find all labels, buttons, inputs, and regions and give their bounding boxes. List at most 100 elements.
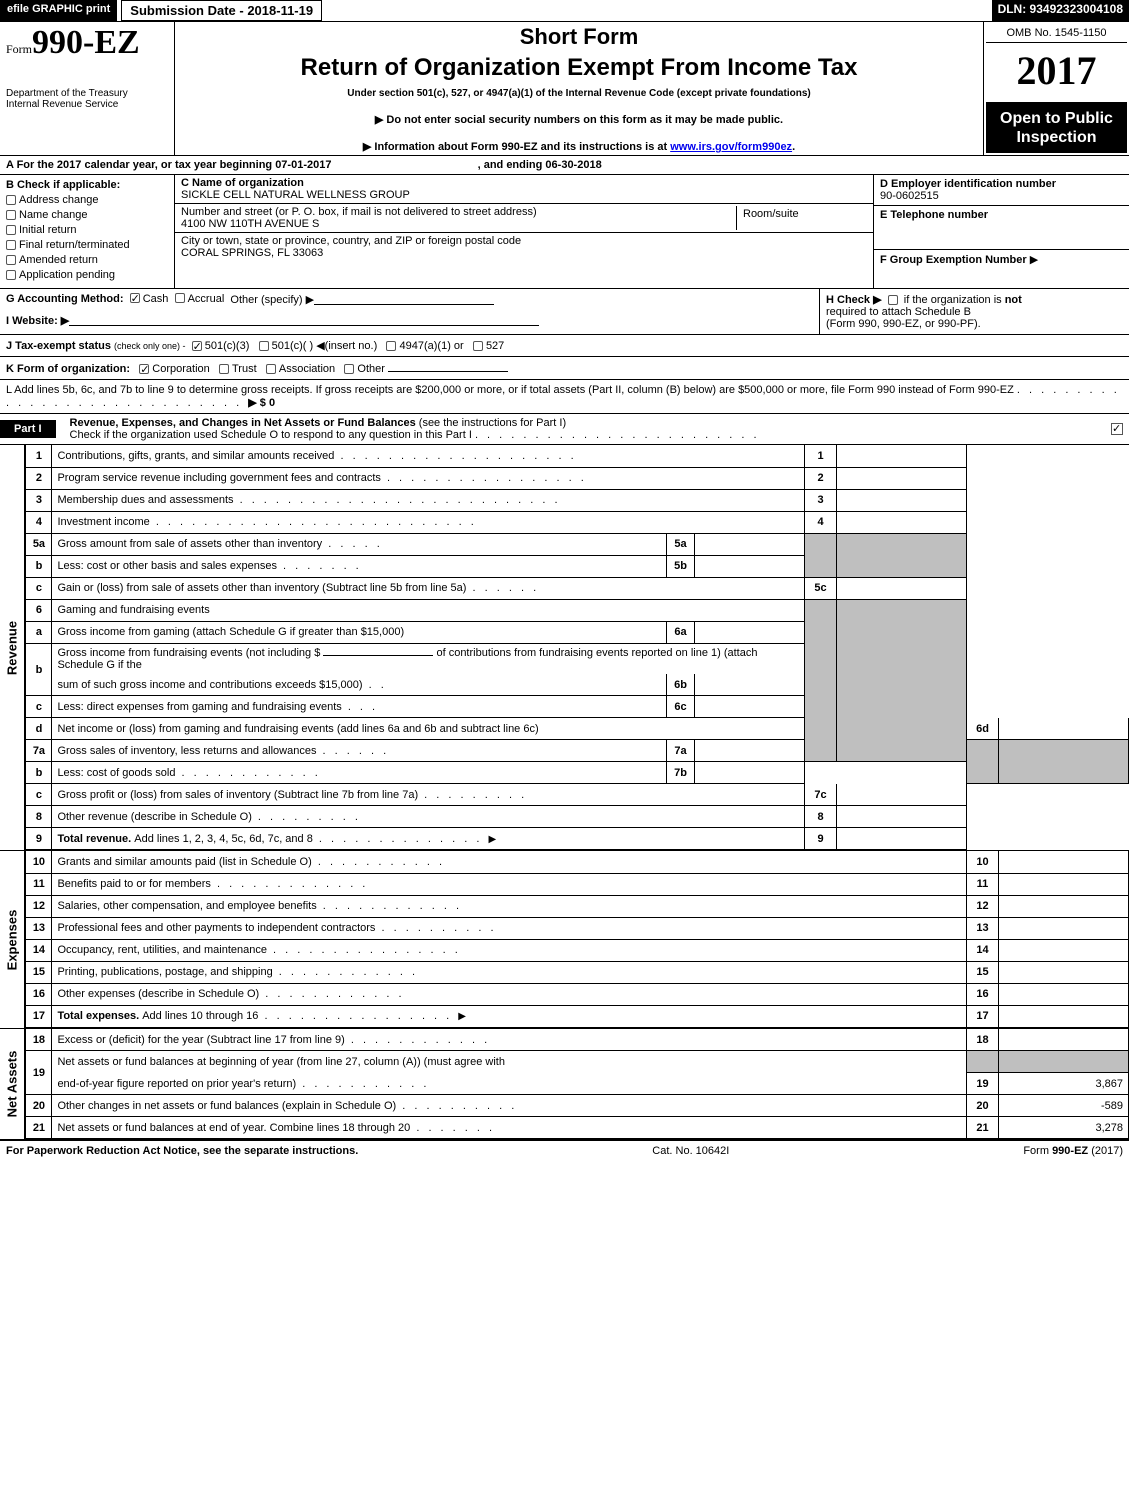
d-label: D Employer identification number [880, 178, 1056, 190]
r18-v [999, 1029, 1129, 1051]
r4-nc: 4 [805, 511, 837, 533]
revenue-table: 1 Contributions, gifts, grants, and simi… [25, 445, 1129, 850]
checkbox-schedule-b[interactable] [888, 295, 898, 305]
ck-application-pending: Application pending [19, 269, 115, 281]
r5-gray-v [837, 533, 967, 577]
r9-v [837, 828, 967, 850]
radio-other-org[interactable] [344, 364, 354, 374]
r6c-mid: 6c [667, 696, 695, 718]
r20-n: 20 [26, 1095, 52, 1117]
r11-nc: 11 [967, 873, 999, 895]
radio-501c3[interactable] [192, 341, 202, 351]
r6a-n: a [26, 621, 52, 643]
r5a-t: Gross amount from sale of assets other t… [57, 538, 322, 550]
r16-t: Other expenses (describe in Schedule O) [57, 988, 259, 1000]
l-amount: ▶ $ 0 [248, 397, 275, 409]
row-19b: end-of-year figure reported on prior yea… [26, 1073, 1129, 1095]
ein-value: 90-0602515 [880, 190, 1123, 202]
radio-501c[interactable] [259, 341, 269, 351]
submission-date: Submission Date - 2018-11-19 [121, 0, 322, 21]
radio-accrual[interactable] [175, 293, 185, 303]
radio-4947[interactable] [386, 341, 396, 351]
r6a-mv [695, 621, 805, 643]
r3-t: Membership dues and assessments [57, 494, 233, 506]
footer-right: Form 990-EZ (2017) [1023, 1145, 1123, 1157]
irs-link[interactable]: www.irs.gov/form990ez [670, 141, 792, 153]
radio-corporation[interactable] [139, 364, 149, 374]
form-number: 990-EZ [32, 24, 140, 61]
info-pre: ▶ Information about Form 990-EZ and its … [363, 141, 670, 153]
r3-n: 3 [26, 489, 52, 511]
checkbox-amended-return[interactable] [6, 255, 16, 265]
checkbox-application-pending[interactable] [6, 270, 16, 280]
addr-value: 4100 NW 110TH AVENUE S [181, 218, 736, 230]
part1-tag: Part I [0, 420, 56, 438]
box-b: B Check if applicable: Address change Na… [0, 175, 175, 289]
checkbox-schedule-o[interactable] [1111, 423, 1123, 435]
row-2: 2 Program service revenue including gove… [26, 467, 1129, 489]
r3-v [837, 489, 967, 511]
footer-right-b: 990-EZ [1052, 1145, 1088, 1157]
r7b-n: b [26, 762, 52, 784]
r12-t: Salaries, other compensation, and employ… [57, 900, 316, 912]
efile-print-button[interactable]: efile GRAPHIC print [0, 0, 117, 21]
r9-n: 9 [26, 828, 52, 850]
r21-v: 3,278 [999, 1117, 1129, 1139]
part1-title: Revenue, Expenses, and Changes in Net As… [70, 417, 416, 429]
r5-gray-nc [805, 533, 837, 577]
r17-v [999, 1005, 1129, 1027]
title-cell: Short Form Return of Organization Exempt… [175, 22, 984, 155]
g-accrual: Accrual [188, 293, 225, 306]
row-10: 10Grants and similar amounts paid (list … [26, 851, 1129, 873]
r5c-nc: 5c [805, 577, 837, 599]
row-8: 8 Other revenue (describe in Schedule O)… [26, 806, 1129, 828]
radio-association[interactable] [266, 364, 276, 374]
j-o1: 501(c)(3) [205, 340, 250, 352]
r19-gray-nc [967, 1051, 999, 1073]
box-c: C Name of organization SICKLE CELL NATUR… [175, 175, 874, 289]
title-info-link-line: ▶ Information about Form 990-EZ and its … [181, 140, 977, 153]
r5a-n: 5a [26, 533, 52, 555]
r2-n: 2 [26, 467, 52, 489]
row-18: 18Excess or (deficit) for the year (Subt… [26, 1029, 1129, 1051]
r7b-mv [695, 762, 805, 784]
checkbox-final-return[interactable] [6, 240, 16, 250]
r18-n: 18 [26, 1029, 52, 1051]
r21-nc: 21 [967, 1117, 999, 1139]
checkbox-initial-return[interactable] [6, 225, 16, 235]
k-other-input[interactable] [388, 361, 508, 372]
website-input[interactable] [69, 314, 539, 326]
radio-527[interactable] [473, 341, 483, 351]
g-other-input[interactable] [314, 293, 494, 305]
r7a-n: 7a [26, 740, 52, 762]
checkbox-address-change[interactable] [6, 195, 16, 205]
r20-v: -589 [999, 1095, 1129, 1117]
r18-nc: 18 [967, 1029, 999, 1051]
r17-n: 17 [26, 1005, 52, 1027]
h-t3: (Form 990, 990-EZ, or 990-PF). [826, 318, 1123, 330]
checkbox-name-change[interactable] [6, 210, 16, 220]
addr-label: Number and street (or P. O. box, if mail… [181, 206, 736, 218]
radio-cash[interactable] [130, 293, 140, 303]
r10-t: Grants and similar amounts paid (list in… [57, 856, 311, 868]
line-a: A For the 2017 calendar year, or tax yea… [0, 156, 1129, 175]
r19-t2: end-of-year figure reported on prior yea… [57, 1078, 296, 1090]
r11-v [999, 873, 1129, 895]
r19-v: 3,867 [999, 1073, 1129, 1095]
r7c-nc: 7c [805, 784, 837, 806]
footer-mid: Cat. No. 10642I [652, 1145, 729, 1157]
ck-address-change: Address change [19, 194, 99, 206]
j-o4: 527 [486, 340, 504, 352]
r6d-nc: 6d [967, 718, 999, 740]
i-label: I Website: ▶ [6, 314, 69, 327]
r5c-t: Gain or (loss) from sale of assets other… [57, 582, 466, 594]
r13-t: Professional fees and other payments to … [57, 922, 375, 934]
expenses-table: 10Grants and similar amounts paid (list … [25, 851, 1129, 1028]
r19-gray-v [999, 1051, 1129, 1073]
row-1: 1 Contributions, gifts, grants, and simi… [26, 445, 1129, 467]
r5b-n: b [26, 555, 52, 577]
r6d-t: Net income or (loss) from gaming and fun… [57, 723, 538, 735]
side-netassets: Net Assets [0, 1029, 25, 1140]
r6b-amount-input[interactable] [323, 655, 433, 656]
radio-trust[interactable] [219, 364, 229, 374]
